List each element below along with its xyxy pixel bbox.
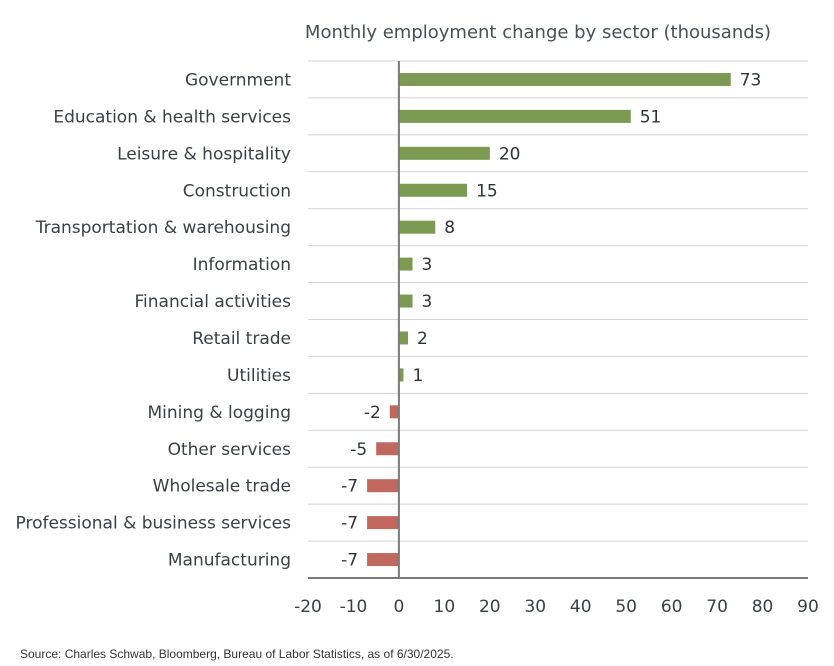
value-label: 2 <box>417 329 428 349</box>
category-label: Utilities <box>227 366 291 386</box>
category-labels: Government Education & health services Lei… <box>16 70 292 570</box>
category-label: Construction <box>183 181 291 201</box>
category-label: Wholesale trade <box>153 477 291 497</box>
bar <box>398 368 404 382</box>
value-label: 15 <box>476 181 498 201</box>
category-label: Professional & business services <box>16 514 292 534</box>
bar <box>367 479 399 493</box>
x-tick-labels: -20 -10 0 10 20 30 40 50 60 70 80 90 <box>294 597 819 617</box>
category-label: Leisure & hospitality <box>117 144 291 164</box>
bar <box>398 220 436 234</box>
x-tick-label: 20 <box>479 597 501 617</box>
category-label: Transportation & warehousing <box>35 218 291 238</box>
value-label: -7 <box>341 514 358 534</box>
x-tick-label: 70 <box>706 597 728 617</box>
value-label: 3 <box>422 292 433 312</box>
category-label: Retail trade <box>192 329 291 349</box>
x-tick-label: 0 <box>393 597 404 617</box>
value-label: -5 <box>350 440 367 460</box>
value-label: 51 <box>640 107 662 127</box>
bar <box>398 146 490 160</box>
x-tick-label: -20 <box>294 597 322 617</box>
value-label: 73 <box>740 70 762 90</box>
value-label: -2 <box>364 403 381 423</box>
category-label: Government <box>185 70 291 90</box>
bar <box>398 294 413 308</box>
bars <box>367 72 731 567</box>
bar <box>389 405 399 419</box>
bar <box>367 516 399 530</box>
value-label: 20 <box>499 144 521 164</box>
chart-title: Monthly employment change by sector (tho… <box>305 22 771 43</box>
category-label: Mining & logging <box>147 403 291 423</box>
category-label: Manufacturing <box>168 551 291 571</box>
bar <box>398 257 413 271</box>
category-label: Information <box>193 255 291 275</box>
x-tick-label: 80 <box>752 597 774 617</box>
category-label: Education & health services <box>53 107 291 127</box>
bar <box>398 331 408 345</box>
value-label: -7 <box>341 551 358 571</box>
value-label: -7 <box>341 477 358 497</box>
x-tick-label: 40 <box>570 597 592 617</box>
x-tick-label: 50 <box>615 597 637 617</box>
value-label: 3 <box>422 255 433 275</box>
source-note: Source: Charles Schwab, Bloomberg, Burea… <box>20 647 454 661</box>
grid-lines <box>308 60 808 542</box>
bar-chart: Monthly employment change by sector (tho… <box>16 22 819 617</box>
x-tick-label: 60 <box>661 597 683 617</box>
bar <box>398 72 731 86</box>
bar <box>398 183 468 197</box>
value-label: 1 <box>412 366 423 386</box>
bar <box>367 553 399 567</box>
category-label: Financial activities <box>135 292 292 312</box>
x-tick-label: 30 <box>524 597 546 617</box>
bar <box>398 109 631 123</box>
axes <box>308 61 808 579</box>
bar <box>376 442 399 456</box>
x-tick-label: 90 <box>797 597 819 617</box>
x-tick-label: -10 <box>340 597 368 617</box>
category-label: Other services <box>168 440 292 460</box>
x-tick-label: 10 <box>434 597 456 617</box>
value-label: 8 <box>444 218 455 238</box>
